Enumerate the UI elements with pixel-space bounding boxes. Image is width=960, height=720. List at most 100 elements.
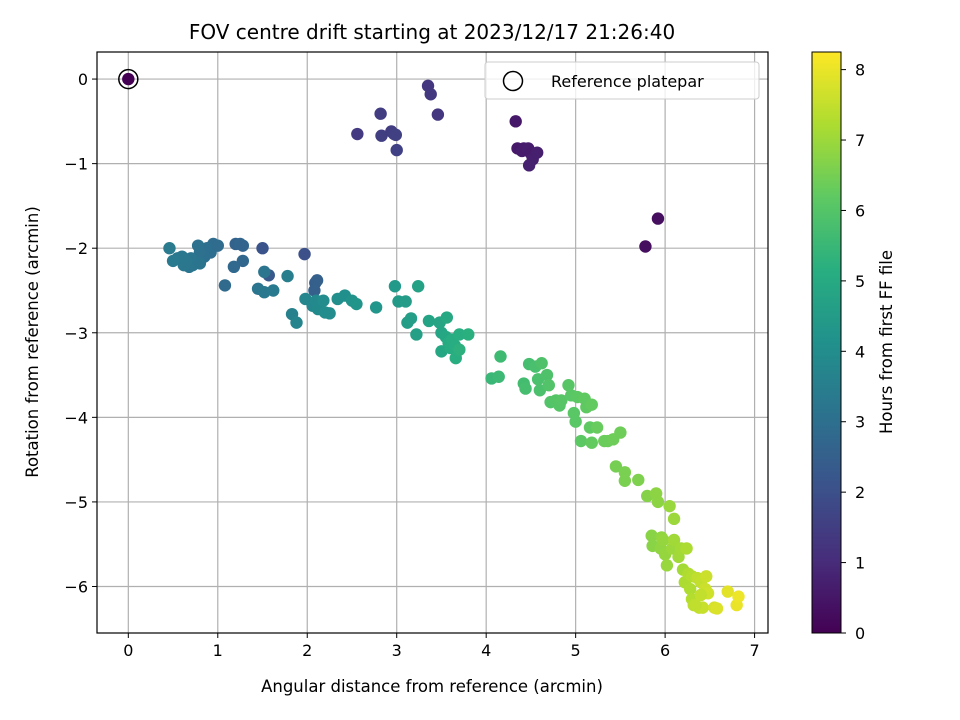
colorbar-tick-label: 2 (855, 483, 865, 502)
scatter-point (667, 533, 681, 547)
scatter-point (590, 421, 604, 434)
legend-box (484, 61, 760, 100)
scatter-point (290, 316, 303, 329)
scatter-point (369, 301, 383, 314)
colorbar-tick-label: 8 (855, 61, 865, 80)
scatter-point (585, 436, 598, 449)
scatter-point (267, 284, 280, 297)
colorbar-ticks: 0 1 2 3 4 5 6 7 8 (841, 61, 865, 643)
scatter-point (680, 542, 693, 555)
scatter-point (660, 559, 674, 572)
y-tick-label: −5 (64, 493, 88, 512)
reference-marker (118, 68, 139, 90)
scatter-point (530, 146, 544, 159)
scatter-point (574, 434, 588, 448)
scatter-point (236, 254, 250, 268)
y-tick-label: −6 (64, 577, 88, 596)
scatter-point (317, 294, 330, 307)
colorbar-label: Hours from first FF file (877, 250, 896, 434)
scatter-point (163, 242, 176, 255)
scatter-point (375, 129, 388, 142)
scatter-point (609, 460, 623, 473)
scatter-point (651, 212, 665, 225)
scatter-point (732, 590, 745, 603)
scatter-point (522, 159, 536, 172)
scatter-point (569, 415, 582, 428)
scatter-point (374, 107, 387, 120)
scatter-point (555, 394, 568, 407)
x-tick-label: 2 (302, 641, 312, 660)
scatter-point (411, 280, 425, 293)
x-tick-label: 1 (213, 641, 223, 660)
x-tick-label: 3 (392, 641, 402, 660)
scatter-point (193, 257, 207, 270)
scatter-point (667, 512, 681, 526)
scatter-point (618, 474, 632, 487)
y-axis-ticks: 0 −1 −2 −3 −4 −5 −6 (64, 70, 97, 596)
scatter-point (519, 382, 532, 395)
scatter-point (651, 495, 665, 509)
colorbar-tick-label: 1 (855, 554, 865, 573)
x-axis-ticks: 0 1 2 3 4 5 6 7 (123, 633, 760, 660)
scatter-point (236, 239, 250, 252)
plot-frame (96, 51, 769, 634)
scatter-point (218, 279, 232, 292)
scatter-point (390, 143, 403, 157)
scatter-point (424, 88, 437, 101)
scatter-point (632, 473, 645, 487)
colorbar-gradient (811, 51, 842, 634)
scatter-point (462, 328, 475, 341)
scatter-point (404, 312, 418, 325)
scatter-point (645, 529, 658, 542)
scatter-point (388, 280, 402, 293)
colorbar-tick-label: 4 (855, 342, 865, 361)
scatter-point (492, 370, 505, 383)
scatter-point (700, 570, 713, 583)
scatter-point (166, 254, 180, 268)
scatter-point (211, 239, 224, 252)
scatter-point (308, 284, 321, 297)
scatter-point (542, 379, 556, 392)
scatter-point (422, 314, 436, 328)
scatter-point (494, 350, 507, 363)
y-tick-label: −4 (64, 408, 88, 427)
scatter-point (689, 598, 702, 612)
scatter-point (281, 269, 294, 283)
reference-platepar-marker (118, 68, 139, 90)
scatter-point (399, 295, 412, 308)
scatter-point (540, 368, 554, 382)
legend-marker-reference (502, 70, 524, 92)
y-tick-label: −2 (64, 239, 88, 258)
scatter-point (256, 242, 269, 255)
scatter-point (721, 585, 734, 598)
scatter-point (298, 247, 311, 261)
scatter-point (350, 297, 363, 311)
scatter-point (227, 260, 241, 274)
x-tick-label: 7 (749, 641, 759, 660)
scatter-point (323, 307, 336, 320)
scatter-point (440, 311, 454, 324)
x-tick-label: 0 (123, 641, 133, 660)
colorbar-tick-label: 6 (855, 201, 865, 220)
chart-title: FOV centre drift starting at 2023/12/17 … (189, 20, 675, 44)
y-axis-label: Rotation from reference (arcmin) (23, 206, 42, 478)
scatter-point (639, 240, 652, 253)
x-axis-label: Angular distance from reference (arcmin) (261, 677, 603, 696)
scatter-point (710, 602, 724, 615)
scatter-point (310, 274, 324, 287)
scatter-point (509, 115, 522, 128)
scatter-point (191, 239, 205, 252)
colorbar-tick-label: 3 (855, 413, 865, 432)
colorbar: 0 1 2 3 4 5 6 7 8 Hours from first FF file (811, 51, 896, 643)
x-tick-label: 6 (660, 641, 670, 660)
scatter-point (614, 426, 627, 439)
legend-entry-reference: Reference platepar (551, 72, 704, 91)
scatter-point (431, 108, 445, 121)
x-tick-label: 4 (481, 641, 491, 660)
y-tick-label: −1 (64, 155, 88, 174)
scatter-point (657, 533, 670, 547)
scatter-point (562, 379, 575, 392)
y-tick-label: −3 (64, 324, 88, 343)
scatter-point (683, 582, 697, 596)
scatter-point (663, 499, 676, 513)
